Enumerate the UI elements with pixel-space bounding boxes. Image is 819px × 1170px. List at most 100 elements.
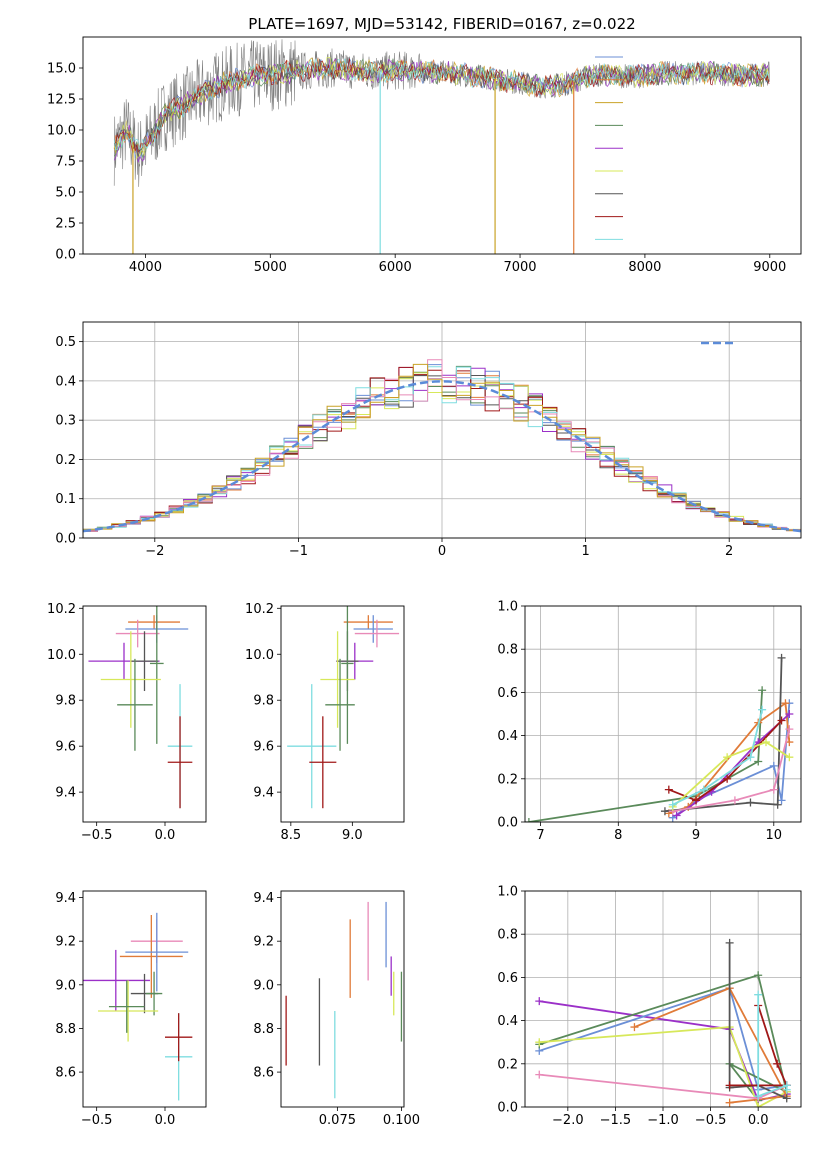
y-tick-label: 9.6 bbox=[253, 740, 274, 755]
x-tick-label: −0.5 bbox=[695, 1113, 727, 1128]
weight-marker bbox=[535, 1070, 544, 1079]
weight-marker bbox=[754, 990, 763, 999]
weight-series-line bbox=[672, 741, 790, 808]
y-tick-label: 0.0 bbox=[55, 248, 76, 263]
x-tick-label: 6000 bbox=[379, 260, 412, 275]
y-tick-label: 0.8 bbox=[497, 643, 518, 658]
model-spectrum-line bbox=[114, 58, 770, 153]
x-tick-label: −0.5 bbox=[81, 1113, 113, 1128]
y-tick-label: 1.0 bbox=[497, 885, 518, 900]
x-tick-label: −2 bbox=[145, 544, 164, 559]
y-tick-label: 8.6 bbox=[55, 1066, 76, 1081]
x-tick-label: −0.5 bbox=[81, 828, 113, 843]
x-tick-label: 8000 bbox=[628, 260, 661, 275]
y-tick-label: 10.2 bbox=[245, 602, 274, 617]
axes-frame bbox=[82, 605, 207, 823]
x-tick-label: 9.0 bbox=[342, 828, 363, 843]
x-tick-label: 2 bbox=[725, 544, 733, 559]
y-tick-label: 9.2 bbox=[253, 935, 274, 950]
y-tick-label: 0.2 bbox=[497, 1057, 518, 1072]
panel-weight-vs-age: 7 8 9 10 0.0 0.2 0.4 0.6 0.8 1.0 bbox=[497, 600, 802, 843]
y-tick-label: 0.4 bbox=[497, 729, 518, 744]
weight-marker bbox=[777, 653, 786, 662]
y-tick-label: 0.4 bbox=[497, 1014, 518, 1029]
x-tick-label: 0.0 bbox=[155, 828, 176, 843]
x-tick-label: 5000 bbox=[254, 260, 287, 275]
x-tick-label: 9 bbox=[692, 828, 700, 843]
x-tick-label: −2.0 bbox=[552, 1113, 584, 1128]
weight-marker bbox=[725, 1081, 734, 1090]
plot-area bbox=[535, 938, 791, 1107]
plot-area bbox=[287, 606, 400, 809]
x-tick-label: −1 bbox=[289, 544, 308, 559]
y-tick-label: 0.2 bbox=[55, 453, 76, 468]
weight-marker bbox=[746, 798, 755, 807]
y-tick-label: 0.0 bbox=[497, 1101, 518, 1116]
y-tick-label: 5.0 bbox=[55, 186, 76, 201]
weight-series-line bbox=[664, 657, 783, 813]
y-tick-label: 10.0 bbox=[47, 648, 76, 663]
x-tick-label: 1 bbox=[581, 544, 589, 559]
panel-age-vs-Z: −0.5 0.0 9.4 9.6 9.8 10.0 10.2 bbox=[47, 602, 207, 843]
plot-area bbox=[83, 912, 193, 1101]
y-tick-label: 9.8 bbox=[253, 694, 274, 709]
y-tick-label: 9.4 bbox=[253, 786, 274, 801]
y-tick-label: 0.4 bbox=[55, 374, 76, 389]
y-tick-label: 0.0 bbox=[497, 816, 518, 831]
weight-marker bbox=[725, 1098, 734, 1107]
x-tick-label: 10 bbox=[766, 828, 783, 843]
model-spectrum-line bbox=[113, 57, 770, 158]
weight-marker bbox=[730, 796, 739, 805]
y-tick-label: 0.6 bbox=[497, 971, 518, 986]
y-tick-label: 8.8 bbox=[55, 1022, 76, 1037]
weight-marker bbox=[525, 818, 533, 822]
y-tick-label: 10.2 bbox=[47, 602, 76, 617]
weight-marker bbox=[754, 757, 763, 766]
weight-marker bbox=[781, 699, 790, 708]
panel-mass-vs-Z: −0.5 0.0 8.6 8.8 9.0 9.2 9.4 bbox=[55, 890, 207, 1128]
weight-series-line bbox=[539, 987, 787, 1091]
weight-marker bbox=[758, 686, 767, 695]
plot-area bbox=[525, 653, 794, 822]
y-tick-label: 9.4 bbox=[55, 891, 76, 906]
weight-series-line bbox=[672, 728, 791, 813]
figure-title: PLATE=1697, MJD=53142, FIBERID=0167, z=0… bbox=[248, 15, 635, 33]
weight-marker bbox=[660, 807, 669, 816]
y-tick-label: 0.3 bbox=[55, 414, 76, 429]
panel-age-vs-mass: 8.5 9.0 9.4 9.6 9.8 10.0 10.2 bbox=[245, 602, 405, 843]
x-tick-label: 9000 bbox=[753, 260, 786, 275]
axes-frame bbox=[280, 605, 405, 823]
weight-marker bbox=[668, 800, 677, 809]
y-tick-label: 10.0 bbox=[47, 124, 76, 139]
y-tick-label: 9.2 bbox=[55, 935, 76, 950]
weight-marker bbox=[723, 774, 732, 783]
weight-marker bbox=[699, 785, 708, 794]
weight-marker bbox=[535, 1038, 544, 1047]
x-tick-label: 0.100 bbox=[383, 1113, 420, 1128]
x-tick-label: 0.0 bbox=[748, 1113, 769, 1128]
plot-area bbox=[113, 39, 770, 254]
y-tick-label: 8.8 bbox=[253, 1022, 274, 1037]
x-tick-label: −1.5 bbox=[600, 1113, 632, 1128]
weight-marker bbox=[762, 738, 771, 747]
panel-spectrum: 4000 5000 6000 7000 8000 9000 0.0 2.5 5.0 7.5 10.0… bbox=[47, 36, 802, 275]
weight-series-line bbox=[728, 942, 788, 1100]
x-tick-label: 7000 bbox=[503, 260, 536, 275]
y-tick-label: 9.8 bbox=[55, 694, 76, 709]
plot-area bbox=[83, 359, 801, 538]
weight-marker bbox=[723, 753, 732, 762]
y-tick-label: 0.5 bbox=[55, 335, 76, 350]
model-spectrum-line bbox=[113, 58, 770, 158]
y-tick-label: 9.4 bbox=[55, 786, 76, 801]
y-tick-label: 10.0 bbox=[245, 648, 274, 663]
x-tick-label: 7 bbox=[536, 828, 544, 843]
y-tick-label: 1.0 bbox=[497, 600, 518, 615]
weight-series-line bbox=[672, 709, 763, 806]
weight-marker bbox=[777, 796, 786, 805]
y-tick-label: 9.4 bbox=[253, 891, 274, 906]
y-tick-label: 9.6 bbox=[55, 740, 76, 755]
y-tick-label: 0.6 bbox=[497, 686, 518, 701]
x-tick-label: 8.5 bbox=[280, 828, 301, 843]
